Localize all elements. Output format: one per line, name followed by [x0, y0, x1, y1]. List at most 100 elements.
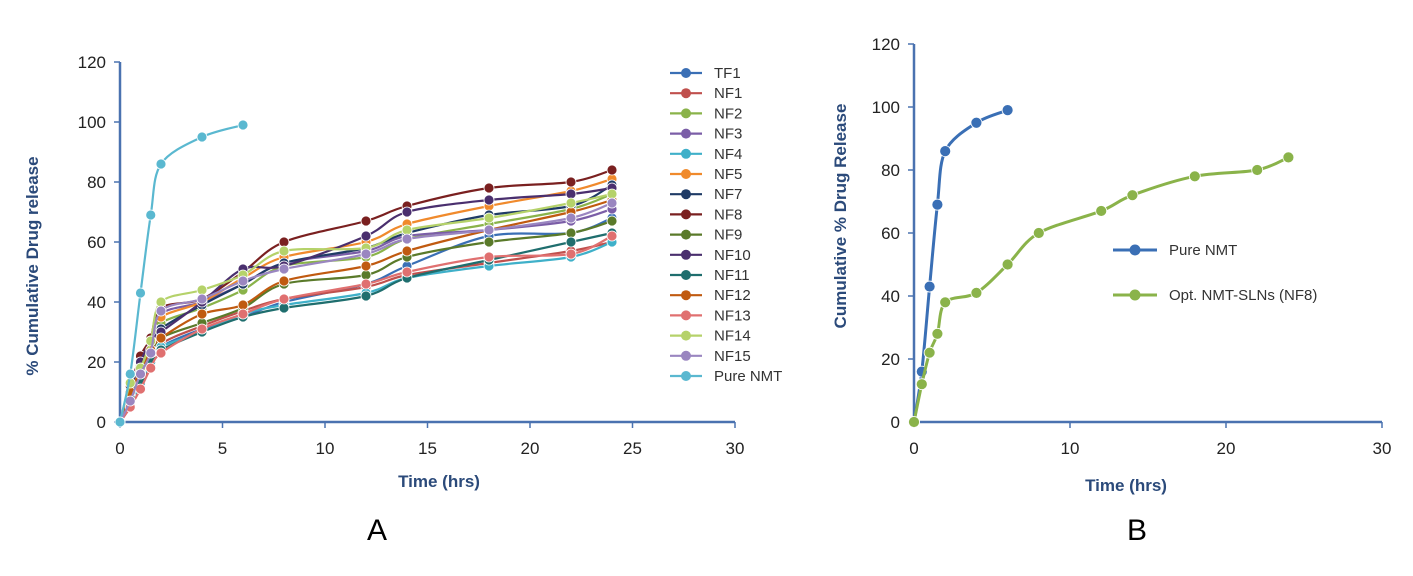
legend-marker	[681, 229, 691, 240]
data-point	[155, 296, 167, 308]
legend-label: Pure NMT	[714, 368, 782, 385]
data-point	[1282, 151, 1295, 164]
data-point	[278, 236, 290, 248]
legend-item: TF1	[670, 65, 741, 82]
legend-item: NF10	[670, 247, 751, 264]
data-point	[360, 269, 372, 281]
legend-label: Pure NMT	[1169, 242, 1237, 259]
y-tick-label: 0	[891, 413, 900, 432]
legend-item: NF3	[670, 126, 742, 143]
data-point	[401, 266, 413, 278]
data-point	[606, 164, 618, 176]
legend-item: NF13	[670, 307, 751, 324]
legend-label: TF1	[714, 65, 741, 82]
data-point	[1126, 189, 1139, 202]
legend-item: NF2	[670, 105, 742, 122]
legend-item: Opt. NMT-SLNs (NF8)	[1113, 287, 1317, 304]
panel-a: 0 20 40 60 80 100 120 0 5 10 15 20 25 30 Time (hrs) % C…	[23, 53, 782, 547]
legend-marker	[681, 148, 691, 159]
data-point	[939, 296, 952, 309]
panel-label: B	[1127, 514, 1147, 547]
data-point	[915, 378, 928, 391]
legend-label: Opt. NMT-SLNs (NF8)	[1169, 287, 1317, 304]
y-tick-label: 60	[87, 233, 106, 252]
data-point	[124, 368, 136, 380]
x-tick-label: 20	[1217, 439, 1236, 458]
data-point	[483, 251, 495, 263]
data-point	[606, 188, 618, 200]
legend-item: Pure NMT	[670, 368, 782, 385]
legend-item: NF12	[670, 287, 751, 304]
legend-item: NF4	[670, 146, 742, 163]
data-point	[483, 212, 495, 224]
data-point	[1188, 170, 1201, 183]
legend-item: NF7	[670, 186, 742, 203]
y-tick-label: 80	[87, 173, 106, 192]
data-point	[483, 224, 495, 236]
legend-marker	[681, 290, 691, 301]
y-tick-label: 100	[872, 98, 900, 117]
data-point	[401, 206, 413, 218]
data-point	[196, 308, 208, 320]
data-point	[360, 215, 372, 227]
data-point	[237, 308, 249, 320]
series-opt-nmt-slns-nf8-	[908, 151, 1295, 428]
data-point	[145, 347, 157, 359]
data-point	[606, 215, 618, 227]
series-line	[912, 108, 1009, 423]
data-point	[483, 194, 495, 206]
data-point	[196, 284, 208, 296]
data-point	[565, 176, 577, 188]
data-point	[1001, 104, 1014, 117]
legend-item: NF11	[670, 267, 750, 284]
x-tick-label: 30	[1373, 439, 1392, 458]
y-tick-label: 60	[881, 224, 900, 243]
legend-marker	[681, 350, 691, 361]
legend-marker	[681, 209, 691, 220]
data-point	[401, 224, 413, 236]
legend-marker	[681, 88, 691, 99]
legend-marker	[681, 68, 691, 78]
legend-label: NF15	[714, 348, 751, 365]
data-point	[278, 293, 290, 305]
legend-item: NF14	[670, 328, 751, 345]
legend-label: NF7	[714, 186, 742, 203]
x-tick-label: 20	[521, 439, 540, 458]
data-point	[1251, 164, 1264, 176]
data-point	[565, 188, 577, 200]
y-tick-label: 120	[78, 53, 106, 72]
x-tick-label: 15	[418, 439, 437, 458]
data-point	[360, 248, 372, 260]
x-tick-label: 0	[909, 439, 918, 458]
data-point	[135, 368, 146, 380]
x-tick-label: 30	[726, 439, 745, 458]
legend-marker	[681, 371, 691, 381]
legend-marker	[681, 169, 691, 179]
data-point	[565, 248, 577, 260]
data-point	[360, 290, 372, 302]
x-axis-label: Time (hrs)	[1085, 476, 1167, 495]
data-point	[401, 233, 413, 245]
x-axis-label: Time (hrs)	[398, 472, 480, 491]
data-point	[155, 347, 167, 359]
series-nf13	[114, 230, 618, 428]
data-point	[155, 158, 167, 170]
data-point	[970, 286, 983, 299]
legend-marker	[681, 108, 691, 119]
data-point	[196, 131, 208, 143]
legend-label: NF2	[714, 105, 742, 122]
data-point	[196, 323, 208, 335]
data-point	[155, 332, 167, 344]
legend-label: NF9	[714, 227, 742, 244]
y-axis-label: % Cumulative Drug release	[23, 156, 42, 375]
data-point	[155, 305, 167, 317]
y-tick-label: 40	[87, 293, 106, 312]
data-point	[278, 275, 290, 287]
x-tick-label: 10	[1061, 439, 1080, 458]
legend-item: Pure NMT	[1113, 242, 1237, 259]
series-pure-nmt	[908, 104, 1014, 428]
data-point	[360, 230, 372, 242]
legend: Pure NMT Opt. NMT-SLNs (NF8)	[1113, 242, 1317, 304]
y-axis-label: Cumulative % Drug Release	[831, 104, 850, 329]
data-point	[278, 302, 290, 314]
